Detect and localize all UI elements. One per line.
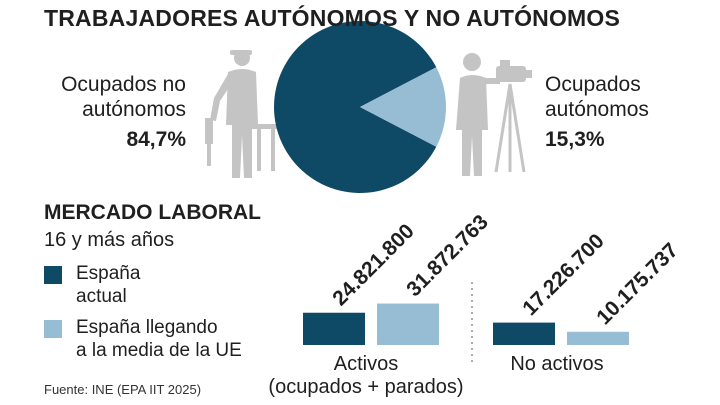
pie-slice-no-autonomos [274,21,437,193]
pie-pct-autonomos: 15,3% [545,128,605,151]
bar-g1-s1 [567,331,629,345]
legend-label-ue-line2: a la media de la UE [76,340,242,361]
bar-g0-s1 [377,303,439,345]
bar-g0-s0 [303,312,365,345]
pie-label-no-autonomos-line2: autónomos [82,98,186,121]
category-label-no-activos: No activos [510,353,604,375]
bar-value-label-g0-s1: 31.872.763 [402,211,493,302]
category-label-activos-line1: Activos [333,353,399,375]
bar-value-label-g0-s0: 24.821.800 [328,220,419,311]
legend-label-ue-line1: España llegando [76,317,218,338]
worker-silhouette-icon [205,50,278,178]
section-title: MERCADO LABORAL [44,201,261,224]
bar-g1-s0 [493,322,555,345]
category-label-activos-line2: (ocupados + parados) [268,376,464,398]
legend-swatch-ue [44,320,62,338]
section-subtitle: 16 y más años [44,229,175,251]
source-note: Fuente: INE (EPA IIT 2025) [44,382,202,397]
pie-label-autonomos-line1: Ocupados [545,73,641,96]
camera-operator-silhouette-icon [456,53,532,176]
chart-title: TRABAJADORES AUTÓNOMOS Y NO AUTÓNOMOS [44,5,621,31]
pie-label-autonomos-line2: autónomos [545,98,649,121]
legend-swatch-actual [44,266,62,284]
legend-label-actual-line1: España [76,263,141,284]
legend-label-actual-line2: actual [76,286,127,307]
bar-value-label-g1-s0: 17.226.700 [518,230,609,321]
pie-pct-no-autonomos: 84,7% [126,128,186,151]
pie-slice-autonomos [360,67,446,147]
pie-label-no-autonomos-line1: Ocupados no [61,73,186,96]
bar-value-label-g1-s1: 10.175.737 [592,239,683,330]
